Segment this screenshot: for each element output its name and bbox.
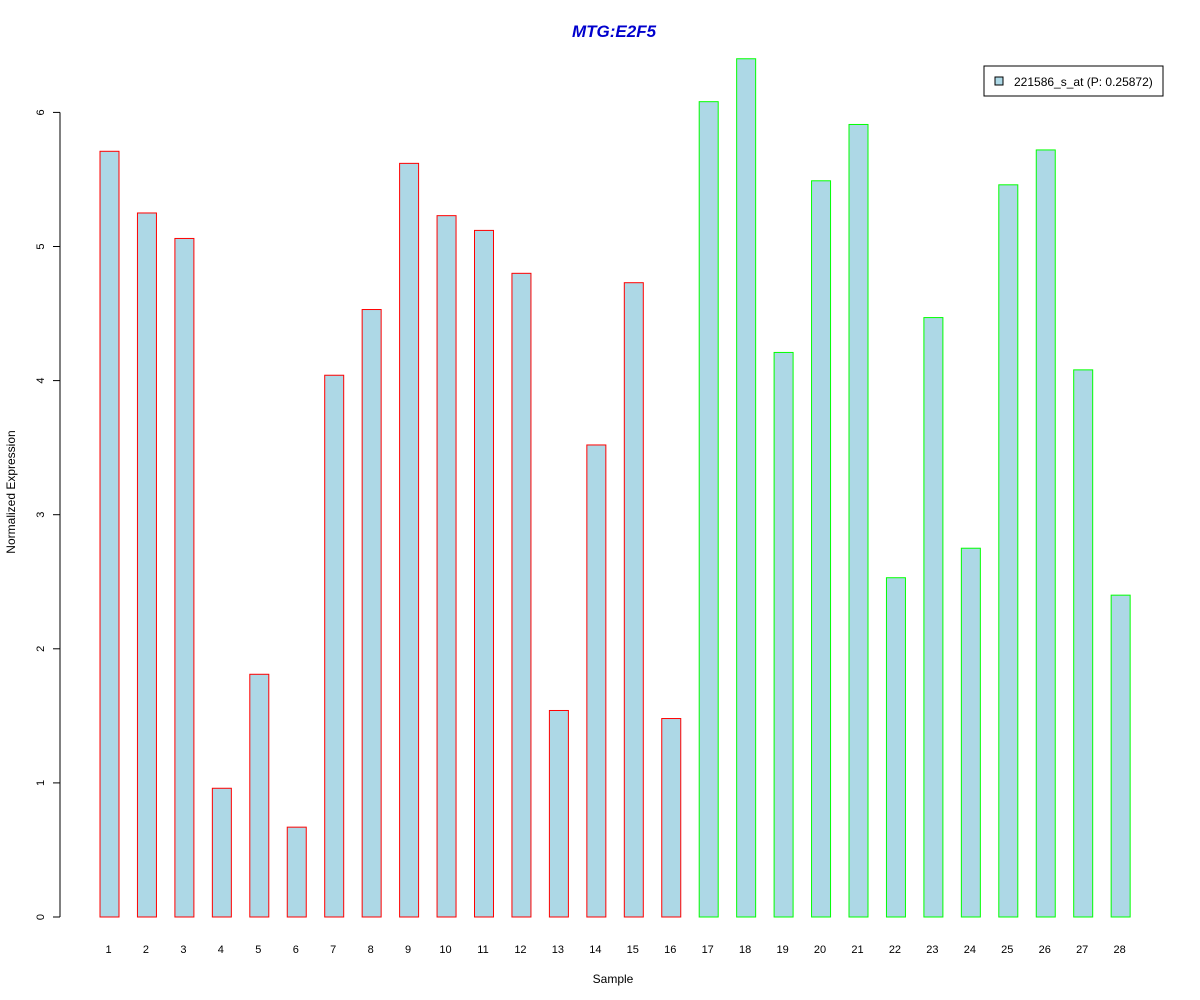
y-tick-label: 2 (35, 646, 47, 652)
x-tick-label: 23 (926, 944, 938, 956)
bar-sample-15 (623, 282, 644, 918)
x-tick-label: 5 (255, 944, 261, 956)
bar-sample-9 (399, 162, 420, 918)
bar-sample-6 (286, 826, 307, 918)
x-tick-label: 17 (702, 944, 714, 956)
bar-sample-17 (698, 101, 719, 918)
y-tick-label: 1 (35, 780, 47, 786)
legend-swatch (994, 76, 1004, 86)
x-tick-label: 14 (589, 944, 601, 956)
x-tick-label: 8 (368, 944, 374, 956)
y-axis-label: Normalized Expression (4, 430, 18, 553)
x-tick-label: 27 (1076, 944, 1088, 956)
x-tick-label: 3 (180, 944, 186, 956)
bar-sample-3 (174, 237, 195, 918)
bar-sample-23 (923, 317, 944, 918)
bar-sample-22 (885, 577, 906, 918)
bar-sample-5 (249, 673, 270, 918)
legend: 221586_s_at (P: 0.25872) (983, 65, 1164, 97)
x-tick-label: 13 (552, 944, 564, 956)
x-tick-label: 20 (814, 944, 826, 956)
x-tick-label: 22 (889, 944, 901, 956)
x-tick-labels: 1 2 3 4 5 6 7 8 9 10 11 12 13 14 15 16 17 18 19 20 21 22 23 24 2… (105, 944, 1125, 956)
bar-sample-2 (136, 212, 157, 918)
bar-sample-7 (324, 374, 345, 918)
x-tick-label: 25 (1001, 944, 1013, 956)
x-tick-label: 6 (293, 944, 299, 956)
y-tick-label: 5 (35, 243, 47, 249)
bar-sample-19 (773, 351, 794, 918)
bar-sample-11 (474, 229, 494, 918)
bar-sample-28 (1110, 594, 1131, 918)
x-tick-label: 7 (330, 944, 336, 956)
legend-box (983, 65, 1164, 97)
bar-sample-10 (436, 215, 457, 918)
x-axis-label: Sample (593, 972, 634, 986)
y-tick-label: 0 (35, 914, 47, 920)
bar-sample-14 (586, 444, 607, 918)
bar-sample-18 (736, 58, 757, 918)
bar-sample-24 (960, 547, 981, 918)
x-tick-label: 10 (439, 944, 451, 956)
x-tick-label: 12 (514, 944, 526, 956)
y-tick-label: 6 (35, 109, 47, 115)
x-tick-label: 26 (1039, 944, 1051, 956)
legend-label: 221586_s_at (P: 0.25872) (1014, 75, 1153, 89)
bar-sample-13 (548, 709, 569, 918)
x-tick-label: 9 (405, 944, 411, 956)
x-tick-label: 11 (477, 944, 488, 956)
x-tick-label: 2 (143, 944, 149, 956)
x-tick-label: 1 (105, 944, 111, 956)
x-tick-label: 19 (776, 944, 788, 956)
y-tick-label: 3 (35, 512, 47, 518)
bar-sample-26 (1035, 149, 1056, 918)
chart-title: MTG:E2F5 (572, 22, 657, 41)
bar-sample-12 (511, 272, 532, 918)
y-axis: 0 1 2 3 4 5 6 (35, 109, 61, 920)
bar-sample-4 (211, 787, 232, 918)
bar-sample-1 (99, 150, 120, 918)
bar-sample-8 (361, 309, 382, 918)
x-tick-label: 24 (964, 944, 976, 956)
x-tick-label: 18 (739, 944, 751, 956)
bar-sample-25 (998, 184, 1019, 918)
bar-sample-16 (661, 718, 682, 918)
bar-sample-27 (1073, 369, 1094, 918)
x-tick-label: 15 (627, 944, 639, 956)
x-tick-label: 16 (664, 944, 676, 956)
bars (99, 58, 1131, 918)
x-tick-label: 21 (851, 944, 863, 956)
x-tick-label: 4 (218, 944, 224, 956)
bar-sample-20 (811, 180, 832, 918)
y-tick-label: 4 (35, 378, 47, 384)
bar-sample-21 (848, 123, 869, 918)
x-tick-label: 28 (1114, 944, 1126, 956)
